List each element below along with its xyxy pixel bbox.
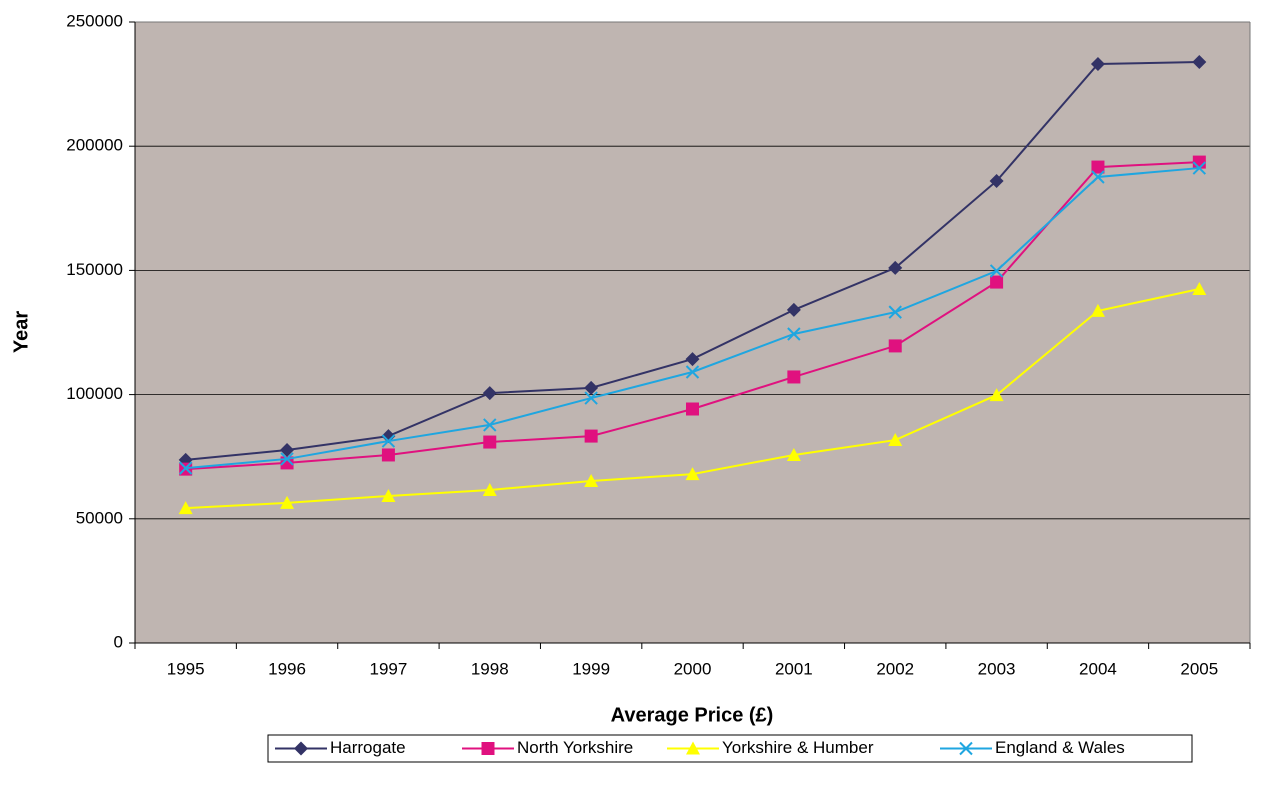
x-tick-label: 1998 xyxy=(471,659,509,678)
legend xyxy=(267,734,1193,763)
data-point xyxy=(685,365,700,379)
x-tick-label: 1996 xyxy=(268,659,306,678)
legend-label: Harrogate xyxy=(330,738,406,757)
data-point xyxy=(888,305,902,319)
data-point xyxy=(584,474,599,488)
data-point xyxy=(381,448,395,462)
x-tick-label: 1997 xyxy=(369,659,407,678)
data-point xyxy=(1090,303,1105,317)
legend-marker xyxy=(294,741,308,756)
x-tick-label: 1995 xyxy=(167,659,205,678)
data-point xyxy=(381,488,396,502)
data-point xyxy=(280,452,294,466)
data-point xyxy=(483,418,497,432)
x-tick-label: 2002 xyxy=(876,659,914,678)
x-tick-label: 2001 xyxy=(775,659,813,678)
plot-area xyxy=(135,22,1250,643)
data-point xyxy=(685,467,700,481)
y-tick-label: 150000 xyxy=(66,260,123,279)
data-point xyxy=(787,327,801,341)
data-point xyxy=(178,461,193,475)
y-tick-label: 100000 xyxy=(66,384,123,403)
x-tick-label: 2004 xyxy=(1079,659,1117,678)
y-axis-title: Year xyxy=(10,311,32,353)
legend-label: Yorkshire & Humber xyxy=(722,738,874,757)
data-point xyxy=(280,495,295,509)
data-point xyxy=(989,173,1004,188)
data-point xyxy=(1091,160,1105,174)
data-point xyxy=(787,370,801,384)
data-point xyxy=(888,339,902,353)
legend-label: England & Wales xyxy=(995,738,1125,757)
x-tick-label: 1999 xyxy=(572,659,610,678)
legend-label: North Yorkshire xyxy=(517,738,633,757)
x-tick-label: 2000 xyxy=(674,659,712,678)
data-point xyxy=(482,482,497,496)
data-point xyxy=(1091,170,1105,184)
data-point xyxy=(1192,54,1207,69)
legend-marker xyxy=(686,741,700,755)
data-point xyxy=(990,275,1004,289)
data-point xyxy=(685,352,700,367)
y-tick-label: 200000 xyxy=(66,136,123,155)
y-tick-label: 0 xyxy=(114,632,123,651)
y-tick-label: 250000 xyxy=(66,11,123,30)
x-axis-title: Average Price (£) xyxy=(611,704,774,726)
legend-marker xyxy=(481,742,495,755)
legend-marker xyxy=(959,741,973,756)
data-point xyxy=(888,260,903,275)
data-point xyxy=(584,380,599,395)
data-point xyxy=(989,264,1004,278)
data-point xyxy=(280,442,295,457)
data-point xyxy=(786,447,801,461)
data-point xyxy=(1192,161,1207,175)
data-point xyxy=(584,429,598,443)
data-point xyxy=(482,386,497,401)
data-point xyxy=(786,302,801,317)
data-point xyxy=(178,501,193,515)
data-point xyxy=(686,402,699,416)
data-point xyxy=(888,433,903,447)
x-tick-label: 2003 xyxy=(978,659,1016,678)
data-point xyxy=(1090,56,1105,71)
data-point xyxy=(1192,282,1207,296)
data-point xyxy=(381,434,396,448)
x-tick-label: 2005 xyxy=(1180,659,1218,678)
data-point xyxy=(483,435,497,449)
data-point xyxy=(584,391,598,405)
y-tick-label: 50000 xyxy=(76,508,123,527)
data-point xyxy=(989,388,1004,402)
